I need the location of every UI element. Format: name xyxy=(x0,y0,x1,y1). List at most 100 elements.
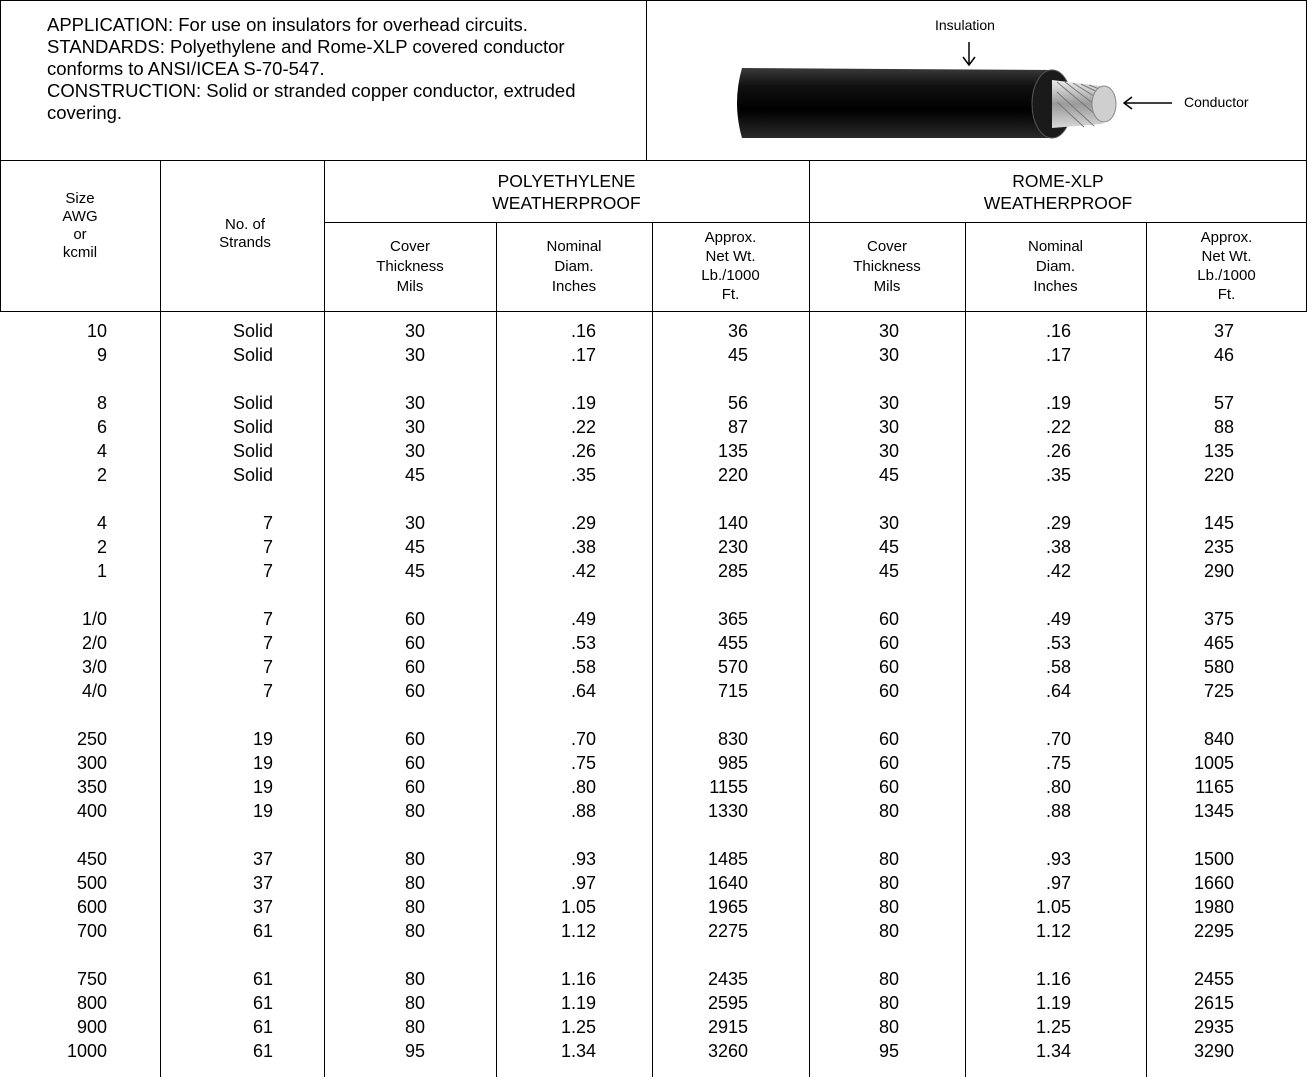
cell-xlp-cover: 60 xyxy=(878,633,899,653)
cell-strands: 61 xyxy=(252,1017,273,1037)
cell-pe-diam: .53 xyxy=(570,633,596,653)
cell-pe-wt: 455 xyxy=(717,633,748,653)
cell-pe-diam: .19 xyxy=(570,393,596,413)
cell-pe-wt: 985 xyxy=(717,753,748,773)
table-row: 9 Solid 30 .17 45 30 .17 46 xyxy=(0,343,1307,367)
standards-line-1: STANDARDS: Polyethylene and Rome-XLP cov… xyxy=(47,36,565,57)
table-row: 750 61 80 1.16 2435 80 1.16 2455 xyxy=(0,967,1307,991)
group-header-rome-xlp: ROME-XLP WEATHERPROOF xyxy=(983,171,1133,213)
cell-strands: 37 xyxy=(252,897,273,917)
cell-pe-cover: 60 xyxy=(404,753,425,773)
cell-xlp-wt: 235 xyxy=(1203,537,1234,557)
cell-pe-cover: 60 xyxy=(404,681,425,701)
cell-xlp-diam: 1.05 xyxy=(1035,897,1071,917)
cell-xlp-cover: 60 xyxy=(878,609,899,629)
cell-xlp-cover: 60 xyxy=(878,657,899,677)
table-row: 6 Solid 30 .22 87 30 .22 88 xyxy=(0,415,1307,439)
cell-size: 450 xyxy=(76,849,107,869)
cell-xlp-cover: 30 xyxy=(878,513,899,533)
cell-size: 900 xyxy=(76,1017,107,1037)
cell-pe-diam: .75 xyxy=(570,753,596,773)
cell-pe-cover: 80 xyxy=(404,921,425,941)
cell-pe-diam: .93 xyxy=(570,849,596,869)
table-row: 1 7 45 .42 285 45 .42 290 xyxy=(0,559,1307,583)
cell-pe-diam: .38 xyxy=(570,537,596,557)
table-row: 1000 61 95 1.34 3260 95 1.34 3290 xyxy=(0,1039,1307,1063)
cell-size: 1/0 xyxy=(81,609,107,629)
cell-xlp-cover: 30 xyxy=(878,345,899,365)
cell-pe-diam: .42 xyxy=(570,561,596,581)
cell-pe-wt: 36 xyxy=(727,321,748,341)
cell-pe-cover: 60 xyxy=(404,657,425,677)
cell-xlp-cover: 80 xyxy=(878,897,899,917)
cell-pe-diam: 1.34 xyxy=(560,1041,596,1061)
cell-strands: 7 xyxy=(262,657,273,677)
table-row: 2 7 45 .38 230 45 .38 235 xyxy=(0,535,1307,559)
construction-line-1: CONSTRUCTION: Solid or stranded copper c… xyxy=(47,80,576,101)
cell-pe-wt: 2595 xyxy=(707,993,748,1013)
cell-xlp-cover: 80 xyxy=(878,969,899,989)
cell-xlp-cover: 60 xyxy=(878,681,899,701)
cell-xlp-wt: 2455 xyxy=(1193,969,1234,989)
cell-xlp-cover: 95 xyxy=(878,1041,899,1061)
cell-xlp-diam: 1.25 xyxy=(1035,1017,1071,1037)
cell-strands: 7 xyxy=(262,681,273,701)
cell-size: 4 xyxy=(96,441,107,461)
cell-size: 350 xyxy=(76,777,107,797)
cell-xlp-wt: 465 xyxy=(1203,633,1234,653)
cell-xlp-diam: .53 xyxy=(1045,633,1071,653)
cell-xlp-cover: 80 xyxy=(878,1017,899,1037)
cell-pe-diam: .49 xyxy=(570,609,596,629)
table-row: 300 19 60 .75 985 60 .75 1005 xyxy=(0,751,1307,775)
cell-pe-diam: .88 xyxy=(570,801,596,821)
cell-pe-wt: 135 xyxy=(717,441,748,461)
cell-pe-wt: 230 xyxy=(717,537,748,557)
cell-pe-diam: .80 xyxy=(570,777,596,797)
table-row: 2/0 7 60 .53 455 60 .53 465 xyxy=(0,631,1307,655)
header-strands: No. of Strands xyxy=(219,216,271,251)
table-row: 4 Solid 30 .26 135 30 .26 135 xyxy=(0,439,1307,463)
cell-pe-cover: 60 xyxy=(404,633,425,653)
cell-xlp-cover: 45 xyxy=(878,465,899,485)
table-row: 500 37 80 .97 1640 80 .97 1660 xyxy=(0,871,1307,895)
cell-pe-wt: 220 xyxy=(717,465,748,485)
cell-size: 1000 xyxy=(66,1041,107,1061)
cell-pe-cover: 30 xyxy=(404,321,425,341)
cell-pe-cover: 45 xyxy=(404,561,425,581)
cell-strands: 7 xyxy=(262,561,273,581)
cell-xlp-wt: 37 xyxy=(1213,321,1234,341)
cell-size: 2/0 xyxy=(81,633,107,653)
cell-strands: 7 xyxy=(262,513,273,533)
cell-pe-wt: 1640 xyxy=(707,873,748,893)
table-row: 4/0 7 60 .64 715 60 .64 725 xyxy=(0,679,1307,703)
cell-xlp-diam: .42 xyxy=(1045,561,1071,581)
application-line: APPLICATION: For use on insulators for o… xyxy=(47,14,528,35)
cell-pe-wt: 1965 xyxy=(707,897,748,917)
cell-xlp-wt: 1500 xyxy=(1193,849,1234,869)
cell-pe-cover: 30 xyxy=(404,393,425,413)
cell-pe-wt: 365 xyxy=(717,609,748,629)
standards-line-2: conforms to ANSI/ICEA S-70-547. xyxy=(47,58,325,79)
cell-xlp-wt: 220 xyxy=(1203,465,1234,485)
header-xlp-cover: Cover Thickness Mils xyxy=(853,238,921,295)
cell-xlp-wt: 57 xyxy=(1213,393,1234,413)
cell-pe-diam: 1.25 xyxy=(560,1017,596,1037)
cell-pe-cover: 60 xyxy=(404,777,425,797)
description-text: APPLICATION: For use on insulators for o… xyxy=(47,14,647,124)
cell-xlp-cover: 45 xyxy=(878,561,899,581)
cell-pe-diam: .29 xyxy=(570,513,596,533)
cell-xlp-wt: 2935 xyxy=(1193,1017,1234,1037)
cell-size: 500 xyxy=(76,873,107,893)
cell-pe-wt: 1330 xyxy=(707,801,748,821)
cell-pe-wt: 1155 xyxy=(709,777,748,797)
cell-xlp-wt: 1980 xyxy=(1193,897,1234,917)
table-row: 700 61 80 1.12 2275 80 1.12 2295 xyxy=(0,919,1307,943)
cell-pe-cover: 80 xyxy=(404,1017,425,1037)
cell-pe-diam: .22 xyxy=(570,417,596,437)
table-row: 10 Solid 30 .16 36 30 .16 37 xyxy=(0,319,1307,343)
cell-pe-cover: 80 xyxy=(404,801,425,821)
cell-strands: 61 xyxy=(252,993,273,1013)
cell-pe-wt: 2275 xyxy=(707,921,748,941)
cell-pe-diam: .16 xyxy=(570,321,596,341)
